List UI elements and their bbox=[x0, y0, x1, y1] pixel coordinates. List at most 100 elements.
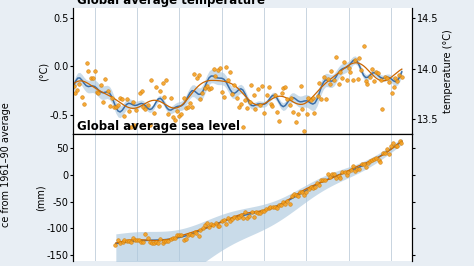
Point bbox=[263, 93, 270, 98]
Point bbox=[272, 93, 279, 97]
Point bbox=[383, 147, 391, 151]
Point bbox=[123, 239, 130, 243]
Point bbox=[277, 203, 284, 207]
Point bbox=[261, 209, 268, 213]
Point bbox=[290, 192, 298, 196]
Point bbox=[164, 112, 172, 117]
Point bbox=[94, 90, 102, 95]
Point bbox=[188, 105, 196, 109]
Point bbox=[373, 156, 380, 160]
Point bbox=[237, 213, 245, 217]
Point bbox=[370, 79, 378, 83]
Point bbox=[220, 218, 228, 222]
Point bbox=[159, 241, 166, 245]
Point bbox=[126, 109, 133, 113]
Point bbox=[114, 103, 122, 107]
Point bbox=[267, 102, 275, 107]
Point bbox=[201, 86, 209, 90]
Point bbox=[304, 96, 312, 101]
Point bbox=[97, 83, 104, 87]
Point bbox=[366, 75, 374, 79]
Point bbox=[70, 84, 78, 89]
Point bbox=[292, 193, 300, 197]
Point bbox=[133, 108, 140, 112]
Point bbox=[247, 83, 255, 87]
Point bbox=[250, 214, 258, 219]
Point bbox=[226, 219, 234, 223]
Point bbox=[197, 228, 204, 232]
Point bbox=[230, 83, 238, 88]
Point bbox=[273, 205, 281, 210]
Point bbox=[156, 89, 164, 93]
Point bbox=[129, 99, 137, 104]
Point bbox=[390, 141, 397, 145]
Point bbox=[123, 97, 130, 101]
Point bbox=[129, 236, 137, 240]
Point bbox=[337, 70, 344, 74]
Point bbox=[85, 69, 92, 73]
Point bbox=[203, 221, 211, 225]
Point bbox=[205, 87, 212, 92]
Point bbox=[309, 96, 317, 100]
Point bbox=[371, 157, 378, 161]
Point bbox=[269, 205, 277, 210]
Point bbox=[216, 66, 224, 70]
Point bbox=[319, 177, 327, 182]
Point bbox=[173, 233, 181, 238]
Point bbox=[73, 88, 81, 92]
Point bbox=[345, 170, 352, 174]
Point bbox=[197, 97, 204, 101]
Point bbox=[258, 84, 265, 89]
Point bbox=[341, 170, 348, 174]
Point bbox=[381, 75, 389, 79]
Point bbox=[372, 70, 380, 74]
Point bbox=[362, 79, 370, 84]
Point bbox=[318, 178, 325, 182]
Point bbox=[374, 71, 382, 76]
Point bbox=[220, 95, 228, 99]
Point bbox=[330, 172, 337, 176]
Point bbox=[396, 139, 403, 144]
Point bbox=[147, 78, 155, 82]
Point bbox=[256, 103, 264, 107]
Point bbox=[356, 56, 363, 60]
Point bbox=[225, 78, 232, 83]
Point bbox=[116, 241, 124, 245]
Point bbox=[310, 111, 318, 115]
Point bbox=[151, 111, 158, 115]
Point bbox=[294, 112, 302, 117]
Point bbox=[144, 236, 152, 240]
Point bbox=[360, 44, 368, 48]
Point bbox=[383, 76, 391, 80]
Point bbox=[302, 190, 310, 194]
Point bbox=[358, 161, 365, 166]
Point bbox=[354, 77, 361, 81]
Point bbox=[395, 73, 403, 78]
Point bbox=[193, 76, 201, 80]
Point bbox=[186, 100, 193, 105]
Point bbox=[237, 102, 245, 107]
Point bbox=[278, 90, 285, 95]
Point bbox=[228, 92, 236, 96]
Point bbox=[318, 97, 325, 101]
Point bbox=[131, 122, 138, 127]
Point bbox=[301, 193, 308, 197]
Point bbox=[93, 90, 101, 95]
Point bbox=[173, 109, 181, 113]
Point bbox=[326, 82, 334, 86]
Point bbox=[346, 70, 354, 74]
Point bbox=[288, 193, 296, 198]
Point bbox=[230, 215, 238, 219]
Point bbox=[261, 111, 268, 115]
Point bbox=[169, 114, 177, 119]
Point bbox=[281, 85, 289, 89]
Point bbox=[163, 78, 170, 82]
Point bbox=[324, 172, 332, 177]
Point bbox=[388, 91, 395, 95]
Point bbox=[136, 91, 143, 95]
Point bbox=[311, 185, 319, 189]
Point bbox=[387, 144, 395, 149]
Point bbox=[393, 79, 401, 83]
Point bbox=[252, 106, 259, 111]
Point bbox=[349, 78, 357, 82]
